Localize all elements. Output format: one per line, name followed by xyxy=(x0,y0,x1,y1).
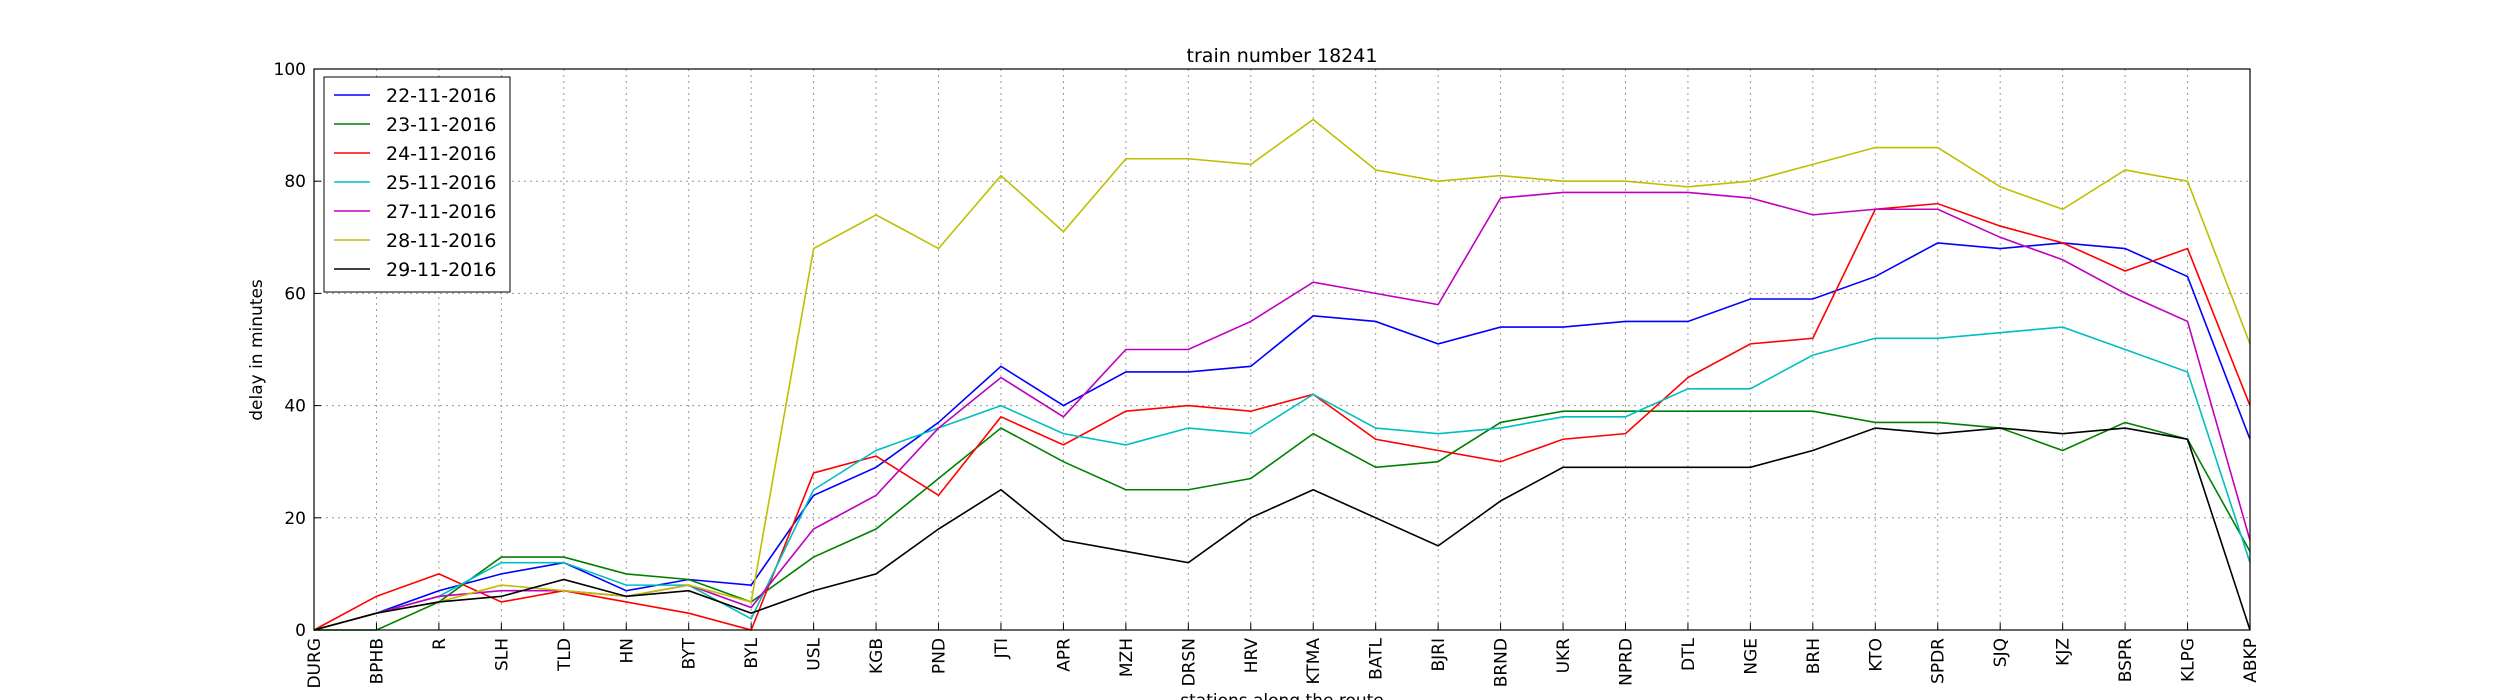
x-tick-label: DTL xyxy=(1679,637,1699,670)
y-tick-label: 20 xyxy=(284,509,306,529)
x-axis-label: stations along the route xyxy=(1180,691,1384,700)
x-tick-label: ABKP xyxy=(2241,638,2261,683)
x-tick-label: BRH xyxy=(1804,638,1824,674)
x-tick-label: BPHB xyxy=(367,638,387,684)
x-tick-label: SPDR xyxy=(1929,638,1949,684)
x-tick-label: R xyxy=(430,638,450,650)
x-tick-label: BYL xyxy=(742,637,762,668)
legend-label: 28-11-2016 xyxy=(386,230,496,252)
legend-label: 22-11-2016 xyxy=(386,85,496,107)
x-tick-label: UKR xyxy=(1554,638,1574,674)
legend-label: 29-11-2016 xyxy=(386,259,496,281)
series-line xyxy=(313,191,2251,631)
x-tick-label: KGB xyxy=(867,638,887,674)
x-tick-label: BYT xyxy=(680,637,700,669)
x-tick-label: BSPR xyxy=(2116,638,2136,682)
series-line xyxy=(314,410,2251,631)
x-tick-label: KTO xyxy=(1866,638,1886,672)
x-tick-label: DRSN xyxy=(1179,638,1199,686)
x-tick-label: SLH xyxy=(492,638,512,671)
x-tick-label: HRV xyxy=(1242,638,1262,674)
x-tick-label: NPRD xyxy=(1616,638,1636,686)
series-line xyxy=(313,118,2251,631)
legend-label: 24-11-2016 xyxy=(386,143,496,165)
x-tick-label: BATL xyxy=(1367,637,1387,679)
series-line xyxy=(313,242,2251,631)
x-tick-label: KJZ xyxy=(2054,638,2074,666)
chart-title: train number 18241 xyxy=(1187,45,1378,67)
y-tick-label: 100 xyxy=(274,60,306,80)
x-tick-label: JTI xyxy=(992,638,1012,659)
y-tick-label: 0 xyxy=(295,621,306,641)
x-tick-label: BJRI xyxy=(1429,638,1449,672)
x-tick-label: MZH xyxy=(1117,638,1137,677)
y-tick-label: 40 xyxy=(284,397,306,417)
legend-box xyxy=(323,76,511,293)
plot-frame xyxy=(313,68,2251,631)
series-line xyxy=(313,427,2251,631)
x-tick-label: APR xyxy=(1054,638,1074,672)
x-tick-label: DURG xyxy=(305,638,325,689)
x-tick-label: NGE xyxy=(1741,638,1761,675)
x-tick-label: USL xyxy=(805,637,825,670)
legend-label: 25-11-2016 xyxy=(386,172,496,194)
x-tick-label: BRND xyxy=(1492,638,1512,687)
legend-label: 23-11-2016 xyxy=(386,114,496,136)
series-line xyxy=(313,326,2251,631)
x-tick-label: SJQ xyxy=(1991,638,2011,667)
legend-label: 27-11-2016 xyxy=(386,201,496,223)
x-tick-label: TLD xyxy=(555,638,575,672)
y-tick-label: 60 xyxy=(284,284,306,304)
x-tick-label: PND xyxy=(930,638,950,674)
x-tick-label: HN xyxy=(617,638,637,664)
y-tick-label: 80 xyxy=(284,172,306,192)
series-line xyxy=(313,202,2251,631)
x-tick-label: KLPG xyxy=(2179,638,2199,682)
x-tick-label: KTMA xyxy=(1304,638,1324,685)
y-axis-label: delay in minutes xyxy=(247,279,267,421)
